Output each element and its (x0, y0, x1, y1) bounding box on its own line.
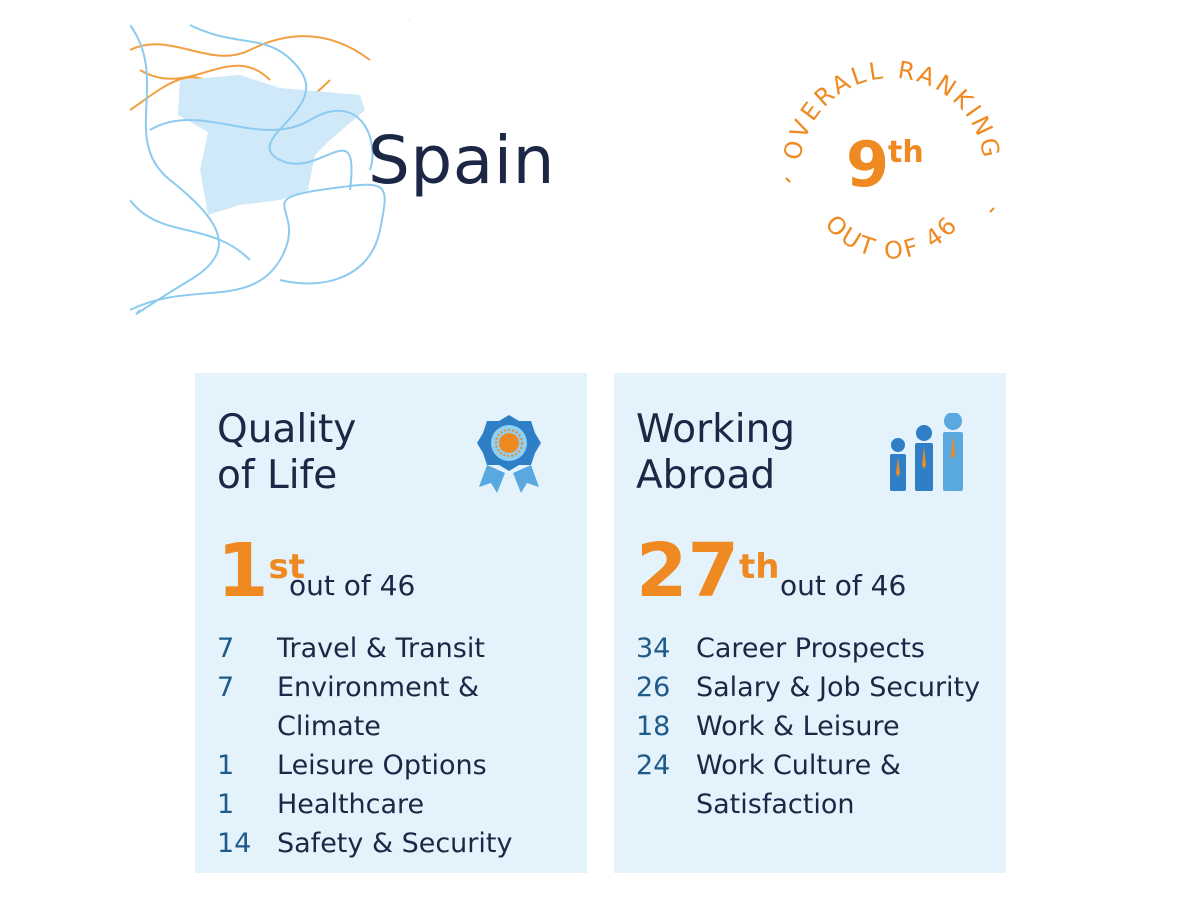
list-item: 7 Travel & Transit (217, 629, 577, 668)
metric-rank: 1 (217, 789, 235, 820)
metric-label: Safety & Security (277, 828, 513, 859)
badge-dash-left (785, 177, 791, 183)
badge-dash-right (989, 207, 995, 213)
card-rank-out-of: out of 46 (289, 569, 416, 602)
overall-rank-suffix: th (888, 135, 924, 170)
list-item: 18 Work & Leisure (636, 707, 996, 746)
metrics-list: 34 Career Prospects 26 Salary & Job Secu… (636, 629, 996, 824)
card-title-line1: Quality (217, 407, 357, 452)
list-item: 34 Career Prospects (636, 629, 996, 668)
list-item: 26 Salary & Job Security (636, 668, 996, 707)
overall-rank-number: 9 (846, 128, 889, 201)
card-title-line2: of Life (217, 453, 338, 498)
card-title: Working Abroad (636, 407, 795, 499)
metric-label: Work Culture & Satisfaction (696, 750, 901, 820)
country-title: Spain (368, 122, 555, 199)
metric-label: Environment & Climate (277, 672, 480, 742)
quality-of-life-card: Quality of Life 1st out of 46 7 Travel &… (195, 373, 587, 873)
metric-rank: 1 (217, 750, 235, 781)
list-item: 1 Leisure Options (217, 746, 577, 785)
card-rank-out-of: out of 46 (780, 569, 907, 602)
people-growth-icon (890, 413, 963, 491)
card-rank: 1st out of 46 (217, 531, 577, 611)
metric-rank: 18 (636, 711, 671, 742)
card-title-line2: Abroad (636, 453, 776, 498)
list-item: 24 Work Culture & Satisfaction (636, 746, 996, 824)
metric-label: Career Prospects (696, 633, 925, 664)
award-ribbon-icon (477, 415, 541, 493)
metrics-list: 7 Travel & Transit 7 Environment & Clima… (217, 629, 577, 863)
metric-rank: 24 (636, 750, 671, 781)
card-title: Quality of Life (217, 407, 356, 499)
card-rank-suffix: th (738, 547, 780, 587)
list-item: 14 Safety & Security (217, 824, 577, 863)
card-rank-number: 1st (217, 528, 306, 614)
metric-label: Work & Leisure (696, 711, 900, 742)
metric-rank: 14 (217, 828, 252, 859)
metric-label: Healthcare (277, 789, 425, 820)
metric-rank: 34 (636, 633, 671, 664)
card-rank-suffix: st (268, 547, 306, 587)
card-rank-number: 27th (636, 528, 780, 614)
metric-label: Leisure Options (277, 750, 487, 781)
metric-rank: 7 (217, 633, 235, 664)
metric-rank: 7 (217, 672, 235, 703)
metric-label: Salary & Job Security (696, 672, 981, 703)
list-item: 7 Environment & Climate (217, 668, 577, 746)
spain-map-illustration (130, 20, 410, 315)
list-item: 1 Healthcare (217, 785, 577, 824)
metric-label: Travel & Transit (277, 633, 485, 664)
working-abroad-card: Working Abroad 27th out of 46 34 Career … (614, 373, 1006, 873)
card-rank: 27th out of 46 (636, 531, 996, 611)
card-title-line1: Working (636, 407, 796, 452)
overall-caption-bottom: OUT OF 46 (820, 210, 965, 265)
metric-rank: 26 (636, 672, 671, 703)
overall-ranking-badge: OVERALL RANKING OUT OF 46 9 th (778, 56, 1002, 265)
